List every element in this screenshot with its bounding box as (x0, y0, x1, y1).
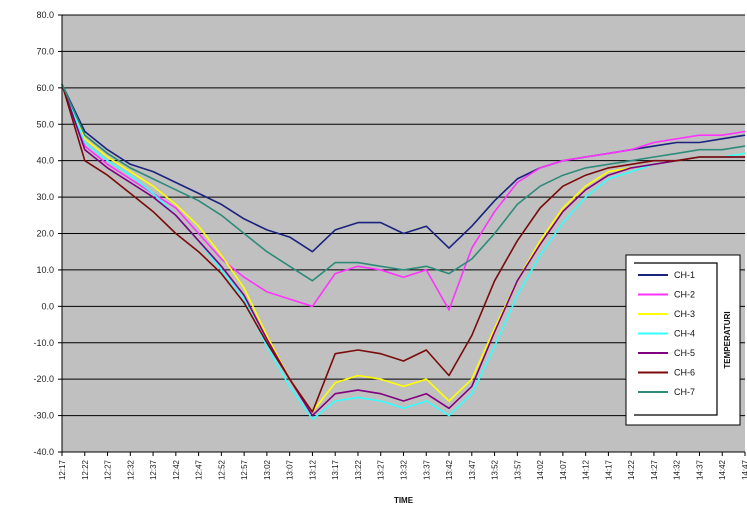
x-tick-label: 12:57 (240, 459, 249, 480)
x-tick-label: 12:32 (126, 459, 135, 480)
legend-title: TEMPERATURI (723, 311, 732, 368)
x-tick-label: 12:17 (58, 459, 67, 480)
y-tick-label: 20.0 (36, 229, 54, 239)
x-tick-label: 12:47 (195, 459, 204, 480)
x-tick-label: 13:32 (400, 459, 409, 480)
x-tick-label: 12:37 (149, 459, 158, 480)
series-lines (61, 83, 746, 421)
legend-label: CH-2 (674, 290, 695, 300)
legend-label: CH-4 (674, 329, 695, 339)
x-axis-title: TIME (394, 496, 414, 505)
y-tick-label: 40.0 (36, 156, 54, 166)
series-line-ch-2 (61, 83, 746, 311)
legend-label: CH-1 (674, 270, 695, 280)
x-tick-label: 13:02 (263, 459, 272, 480)
x-tick-label: 13:27 (377, 459, 386, 480)
x-tick-label: 13:52 (491, 459, 500, 480)
x-tick-label: 13:12 (308, 459, 317, 480)
y-tick-label: 70.0 (36, 46, 54, 56)
y-tick-label: 0.0 (41, 301, 54, 311)
x-tick-label: 14:47 (741, 459, 747, 480)
y-tick-label: 10.0 (36, 265, 54, 275)
x-tick-label: 12:27 (104, 459, 113, 480)
x-tick-label: 14:32 (673, 459, 682, 480)
x-tick-label: 12:22 (81, 459, 90, 480)
x-tick-label: 12:42 (172, 459, 181, 480)
x-tick-label: 14:02 (536, 459, 545, 480)
series-line-ch-7 (61, 83, 746, 282)
x-tick-label: 14:37 (695, 459, 704, 480)
legend-box (625, 254, 741, 426)
y-tick-label: 50.0 (36, 119, 54, 129)
y-tick-label: -40.0 (33, 447, 54, 457)
x-tick-label: 13:37 (422, 459, 431, 480)
x-tick-label: 14:12 (582, 459, 591, 480)
x-tick-label: 13:22 (354, 459, 363, 480)
y-tick-label: 60.0 (36, 83, 54, 93)
legend-label: CH-6 (674, 368, 695, 378)
y-tick-label: 30.0 (36, 192, 54, 202)
y-tick-label: -20.0 (33, 374, 54, 384)
y-tick-label: 80.0 (36, 10, 54, 20)
x-tick-label: 13:07 (286, 459, 295, 480)
x-tick-label: 13:17 (331, 459, 340, 480)
x-tick-label: 14:42 (718, 459, 727, 480)
series-line-ch-6 (61, 83, 745, 413)
legend-label: CH-7 (674, 387, 695, 397)
y-tick-label: -10.0 (33, 338, 54, 348)
legend: CH-1 CH-2 CH-3 CH-4 CH-5 CH-6 CH-7 TEMPERATURI (625, 254, 741, 426)
x-tick-label: 13:47 (468, 459, 477, 480)
x-tick-label: 14:07 (559, 459, 568, 480)
x-tick-label: 14:22 (627, 459, 636, 480)
y-tick-label: -30.0 (33, 411, 54, 421)
x-tick-label: 13:42 (445, 459, 454, 480)
axes: 80.0 70.0 60.0 50.0 40.0 30.0 20.0 10.0 0.0 -10.0… (33, 10, 747, 480)
legend-bracket (634, 262, 718, 416)
legend-label: CH-3 (674, 309, 695, 319)
x-tick-label: 12:52 (217, 459, 226, 480)
legend-label: CH-5 (674, 348, 695, 358)
series-line-ch-5 (61, 83, 745, 417)
x-tick-label: 13:57 (513, 459, 522, 480)
x-tick-label: 14:17 (604, 459, 613, 480)
x-tick-label: 14:27 (650, 459, 659, 480)
